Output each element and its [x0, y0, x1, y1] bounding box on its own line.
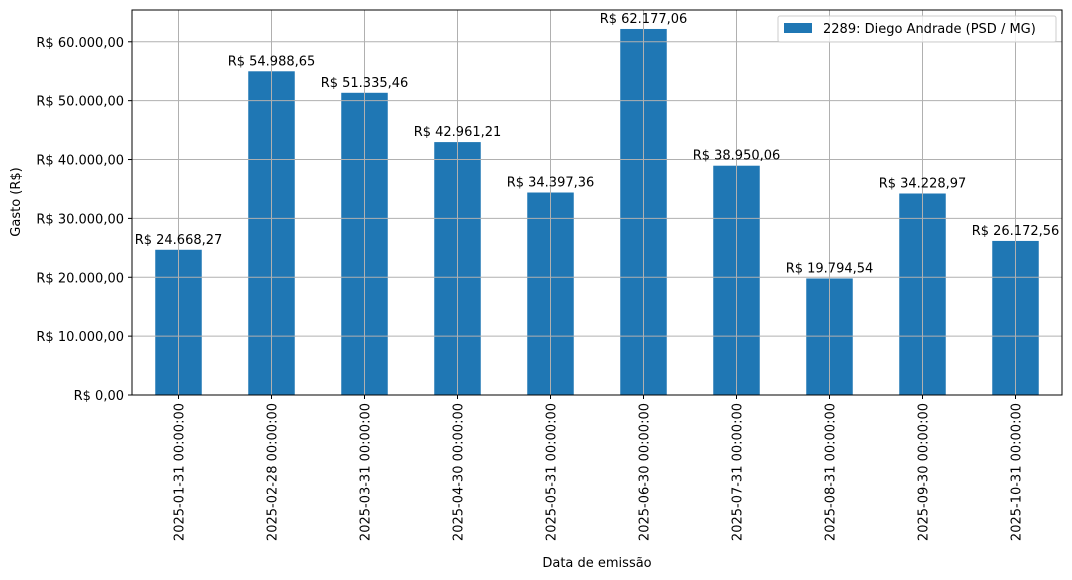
y-tick-label: R$ 50.000,00: [36, 95, 124, 110]
legend-frame: [777, 15, 1057, 43]
x-axis-label: Data de emissão: [542, 556, 651, 571]
bar-value-label: R$ 26.172,56: [972, 224, 1060, 239]
y-tick-label: R$ 0,00: [74, 389, 124, 404]
y-tick-label: R$ 20.000,00: [36, 271, 124, 286]
legend-label: 2289: Diego Andrade (PSD / MG): [823, 22, 1036, 37]
x-tick-label: 2025-01-31 00:00:00: [173, 403, 188, 541]
bar-value-label: R$ 34.397,36: [507, 176, 595, 191]
bar-value-label: R$ 19.794,54: [786, 261, 874, 276]
x-tick-label: 2025-09-30 00:00:00: [917, 403, 932, 541]
bar-value-label: R$ 62.177,06: [600, 12, 688, 27]
bars: [155, 28, 1039, 396]
bar-value-labels: R$ 24.668,27 R$ 54.988,65 R$ 51.335,46 R$ 4…: [135, 12, 1060, 276]
plot-area-frame: [131, 9, 1063, 396]
bar-value-label: R$ 34.228,97: [879, 176, 967, 191]
bar-value-label: R$ 54.988,65: [228, 54, 316, 69]
y-axis: R$ 0,00 R$ 10.000,00 R$ 20.000,00 R$ 30.000…: [36, 36, 132, 404]
y-tick-label: R$ 40.000,00: [36, 154, 124, 169]
x-tick-label: 2025-08-31 00:00:00: [824, 403, 839, 541]
y-tick-label: R$ 30.000,00: [36, 212, 124, 227]
x-tick-label: 2025-10-31 00:00:00: [1010, 403, 1025, 541]
bar-value-label: R$ 38.950,06: [693, 149, 781, 164]
bar-value-label: R$ 24.668,27: [135, 233, 223, 248]
y-tick-label: R$ 10.000,00: [36, 330, 124, 345]
legend: 2289: Diego Andrade (PSD / MG): [777, 15, 1057, 43]
bar-value-label: R$ 51.335,46: [321, 76, 409, 91]
bar-value-label: R$ 42.961,21: [414, 125, 502, 140]
y-axis-label: Gasto (R$): [9, 167, 24, 236]
x-tick-label: 2025-04-30 00:00:00: [452, 403, 467, 541]
x-tick-label: 2025-07-31 00:00:00: [731, 403, 746, 541]
x-tick-label: 2025-02-28 00:00:00: [266, 403, 281, 541]
x-tick-label: 2025-03-31 00:00:00: [359, 403, 374, 541]
x-tick-label: 2025-06-30 00:00:00: [638, 403, 653, 541]
y-tick-label: R$ 60.000,00: [36, 36, 124, 51]
x-axis: 2025-01-31 00:00:00 2025-02-28 00:00:00 20…: [173, 395, 1025, 541]
legend-swatch: [784, 23, 812, 33]
x-tick-label: 2025-05-31 00:00:00: [545, 403, 560, 541]
